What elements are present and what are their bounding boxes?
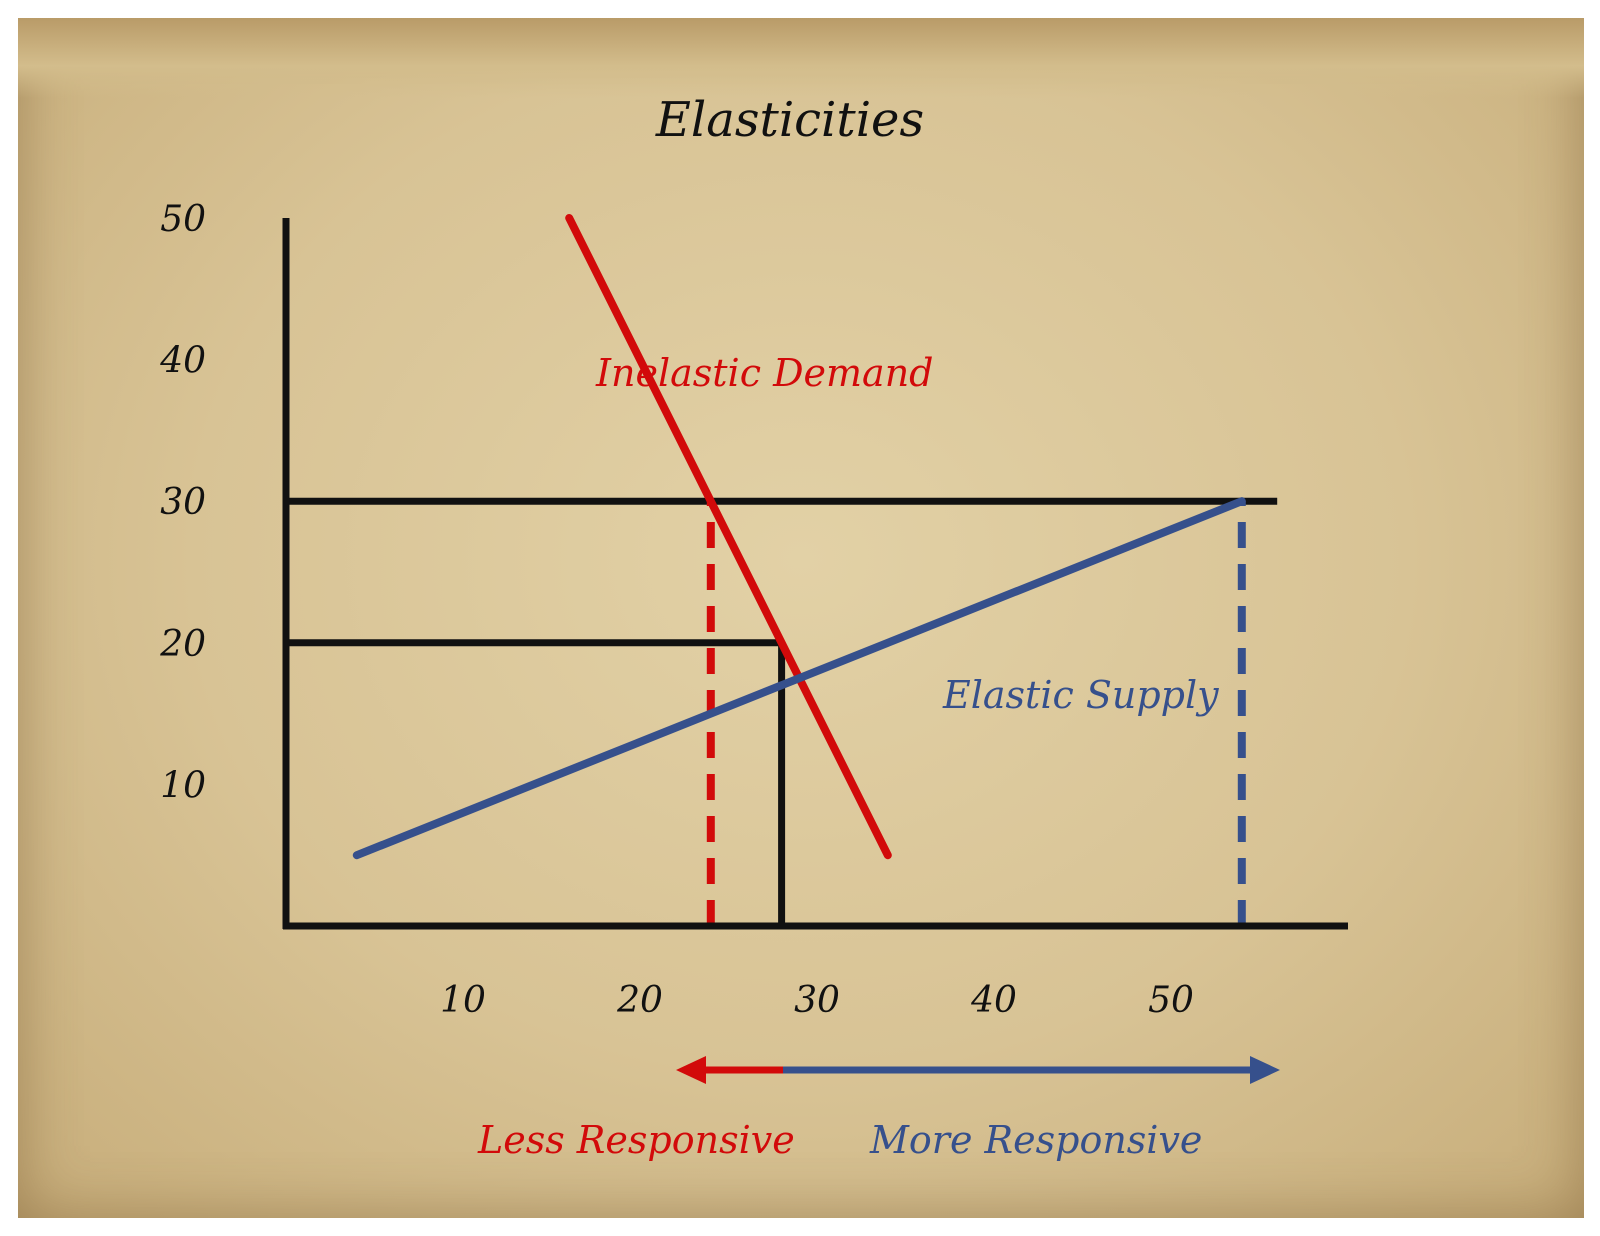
parchment-background: Elasticities 10 20 30 40 50 10 20 30 40 50 Inela… bbox=[18, 18, 1584, 1218]
x-tick-labels: 10 20 30 40 50 bbox=[440, 980, 1194, 1021]
x-tick-label: 30 bbox=[794, 980, 840, 1021]
y-tick-label: 30 bbox=[160, 482, 206, 523]
y-tick-label: 50 bbox=[160, 199, 206, 240]
y-tick-labels: 10 20 30 40 50 bbox=[159, 199, 206, 806]
supply-curve-line bbox=[352, 497, 1246, 860]
x-tick-label: 50 bbox=[1148, 980, 1194, 1021]
y-tick-label: 20 bbox=[159, 624, 206, 665]
more-responsive-label: More Responsive bbox=[869, 1118, 1202, 1162]
chart-title: Elasticities bbox=[655, 92, 924, 148]
y-tick-label: 10 bbox=[160, 765, 206, 806]
demand-curve-line bbox=[565, 214, 892, 860]
x-tick-label: 10 bbox=[440, 980, 486, 1021]
x-tick-label: 40 bbox=[970, 980, 1017, 1021]
series-lines bbox=[352, 214, 1246, 860]
x-tick-label: 20 bbox=[616, 980, 663, 1021]
series-label-inelastic-demand: Inelastic Demand bbox=[595, 351, 934, 395]
arrow-right-icon bbox=[1250, 1056, 1280, 1084]
arrow-left-icon bbox=[676, 1056, 706, 1084]
y-tick-label: 40 bbox=[159, 341, 206, 382]
elasticities-chart: Elasticities 10 20 30 40 50 10 20 30 40 50 Inela… bbox=[159, 92, 1348, 1162]
series-label-elastic-supply: Elastic Supply bbox=[942, 673, 1219, 717]
less-responsive-label: Less Responsive bbox=[477, 1118, 795, 1162]
responsiveness-arrow bbox=[676, 1056, 1280, 1084]
axes bbox=[282, 218, 1348, 930]
